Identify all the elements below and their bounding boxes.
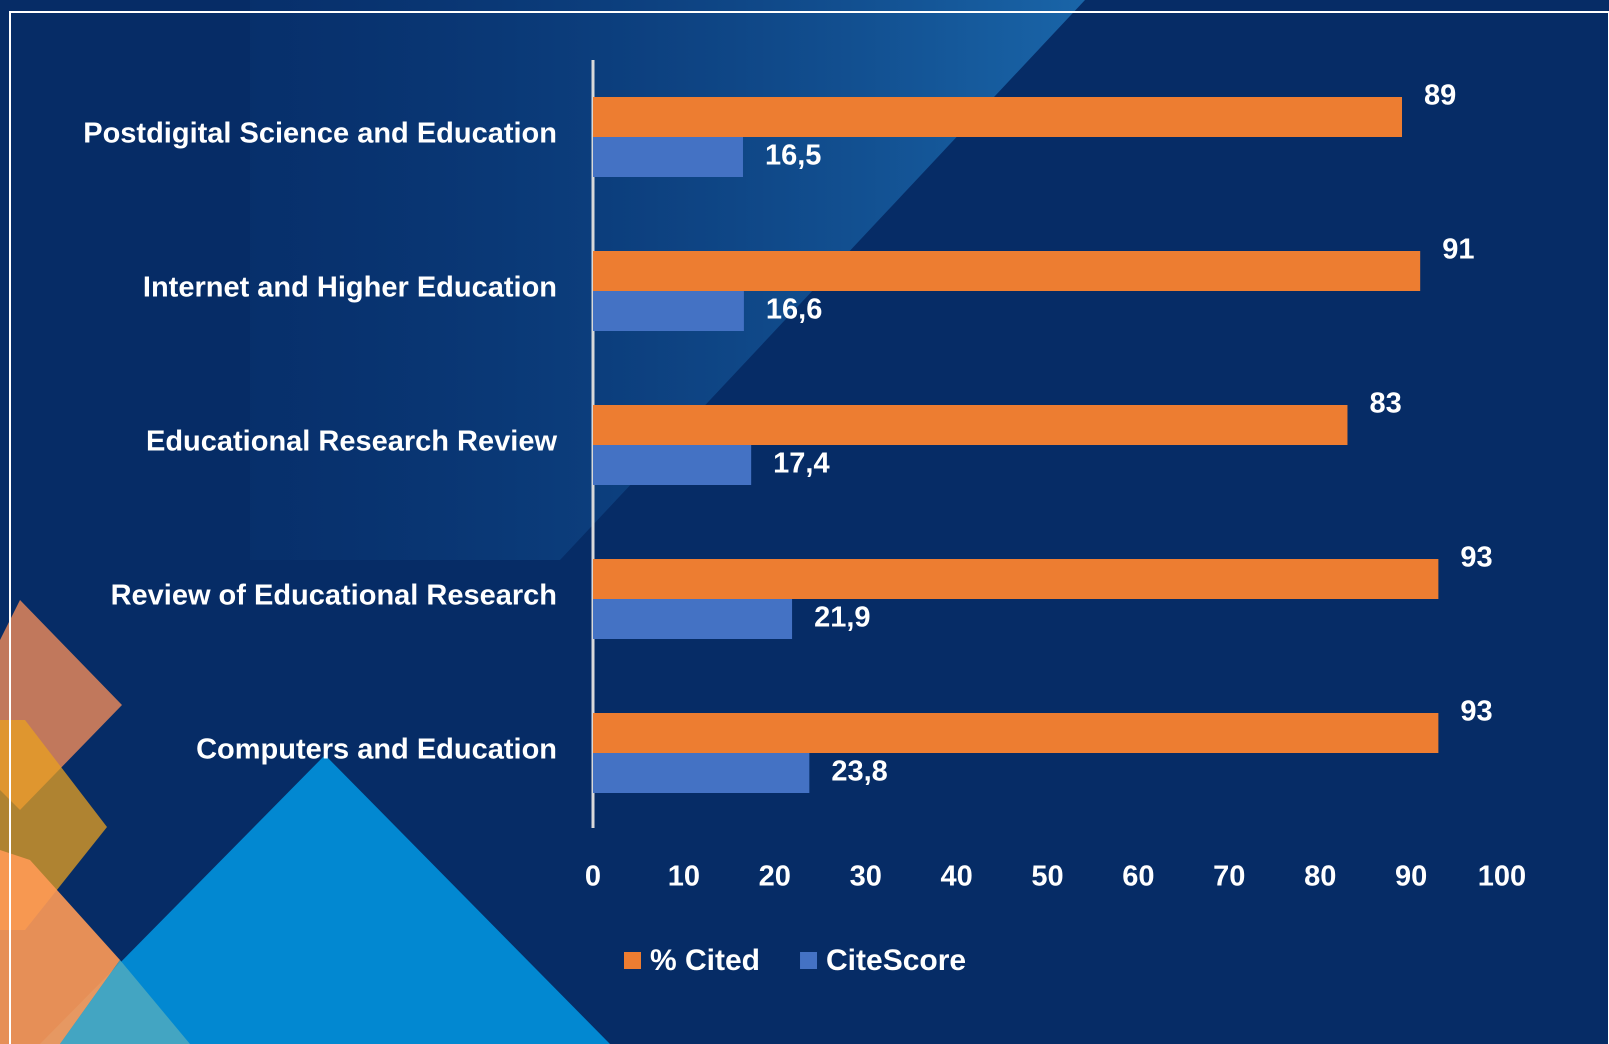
- category-label: Review of Educational Research: [111, 580, 557, 612]
- data-label: 91: [1442, 234, 1474, 266]
- legend-label: CiteScore: [826, 944, 966, 977]
- x-tick-label: 60: [1122, 861, 1154, 893]
- category-label: Educational Research Review: [146, 426, 557, 458]
- x-tick-label: 50: [1031, 861, 1063, 893]
- x-tick-label: 40: [940, 861, 972, 893]
- bar: [593, 713, 1438, 753]
- data-label: 89: [1424, 80, 1456, 112]
- x-tick-label: 30: [850, 861, 882, 893]
- bar: [593, 599, 792, 639]
- data-label: 17,4: [773, 448, 829, 480]
- bar: [593, 97, 1402, 137]
- data-label: 23,8: [831, 756, 887, 788]
- data-label: 93: [1460, 542, 1492, 574]
- bar: [593, 753, 809, 793]
- legend-swatch: [800, 952, 817, 969]
- x-tick-label: 90: [1395, 861, 1427, 893]
- data-label: 21,9: [814, 602, 870, 634]
- category-label: Computers and Education: [196, 734, 557, 766]
- x-tick-label: 80: [1304, 861, 1336, 893]
- data-label: 93: [1460, 696, 1492, 728]
- bar: [593, 137, 743, 177]
- data-label: 16,6: [766, 294, 822, 326]
- category-label: Postdigital Science and Education: [83, 118, 557, 150]
- bar: [593, 405, 1347, 445]
- x-tick-label: 10: [668, 861, 700, 893]
- bar: [593, 559, 1438, 599]
- bar: [593, 445, 751, 485]
- data-label: 83: [1369, 388, 1401, 420]
- x-tick-label: 70: [1213, 861, 1245, 893]
- x-tick-label: 100: [1478, 861, 1526, 893]
- x-tick-label: 0: [585, 861, 601, 893]
- x-tick-label: 20: [759, 861, 791, 893]
- bar: [593, 251, 1420, 291]
- legend-swatch: [624, 952, 641, 969]
- legend-label: % Cited: [650, 944, 760, 977]
- category-label: Internet and Higher Education: [143, 272, 557, 304]
- page: {"chart_data": { "type": "hbar", "catego…: [0, 0, 1609, 1044]
- bar: [593, 291, 744, 331]
- chart: 0 10 20 30 40 50 60 70 80 90 100 Postdigital Scienc…: [0, 0, 1609, 1044]
- data-label: 16,5: [765, 140, 821, 172]
